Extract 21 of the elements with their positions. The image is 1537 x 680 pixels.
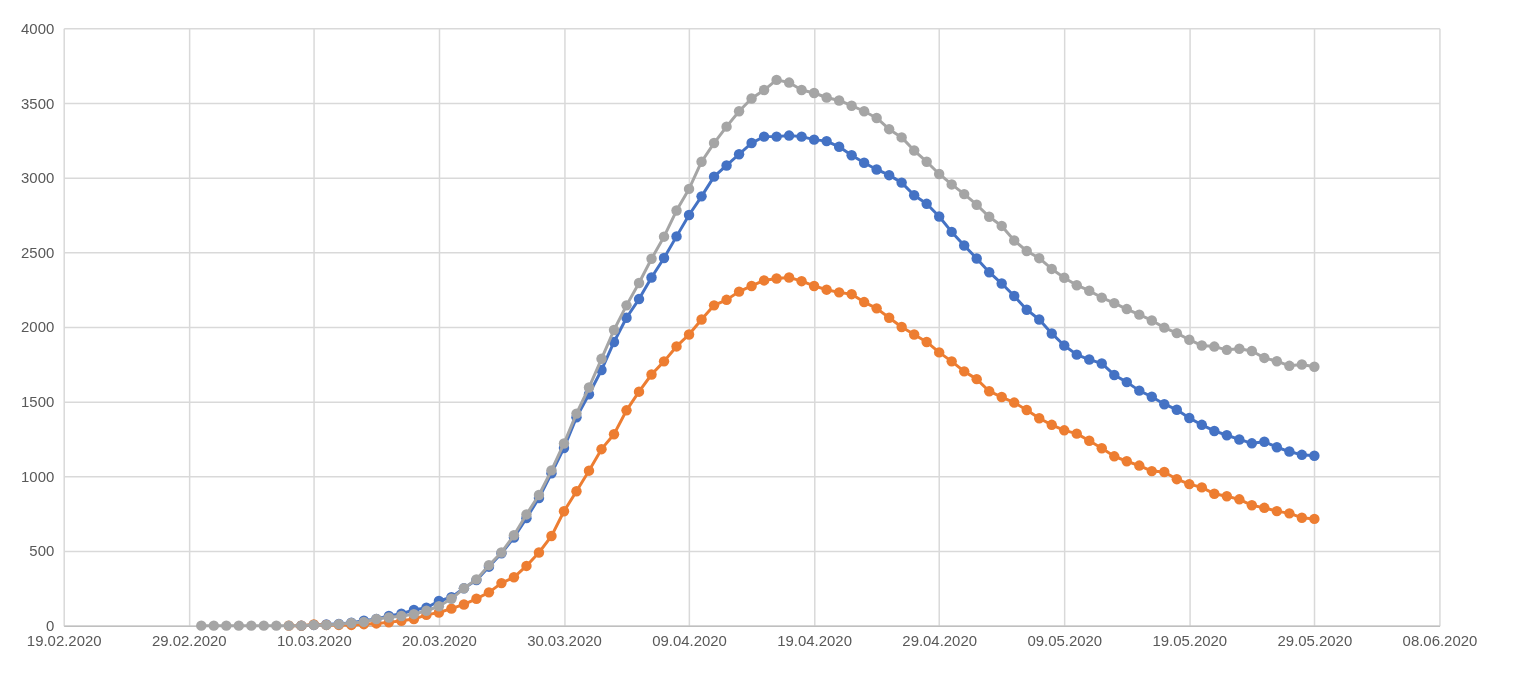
y-tick-label: 2500	[21, 243, 55, 261]
y-tick-label: 2000	[21, 318, 55, 336]
x-tick-label: 29.05.2020	[1277, 632, 1353, 650]
x-tick-label: 29.04.2020	[902, 632, 978, 650]
x-tick-label: 30.03.2020	[527, 632, 602, 650]
x-tick-label: 10.03.2020	[277, 632, 352, 650]
x-tick-label: 19.05.2020	[1152, 632, 1228, 650]
y-tick-label: 1500	[21, 393, 55, 411]
y-tick-label: 3500	[21, 94, 55, 112]
x-tick-label: 29.02.2020	[151, 632, 227, 650]
y-tick-label: 3000	[21, 169, 55, 187]
y-tick-label: 0	[45, 617, 55, 635]
x-tick-label: 08.06.2020	[1402, 632, 1478, 650]
x-tick-label: 20.03.2020	[402, 632, 477, 650]
y-tick-label: 4000	[21, 19, 55, 37]
x-tick-label: 19.04.2020	[777, 632, 852, 650]
y-tick-label: 500	[29, 542, 55, 560]
x-tick-label: 19.02.2020	[26, 632, 102, 650]
x-tick-label: 09.04.2020	[652, 632, 727, 650]
y-tick-label: 1000	[21, 467, 55, 485]
x-tick-label: 09.05.2020	[1027, 632, 1103, 650]
